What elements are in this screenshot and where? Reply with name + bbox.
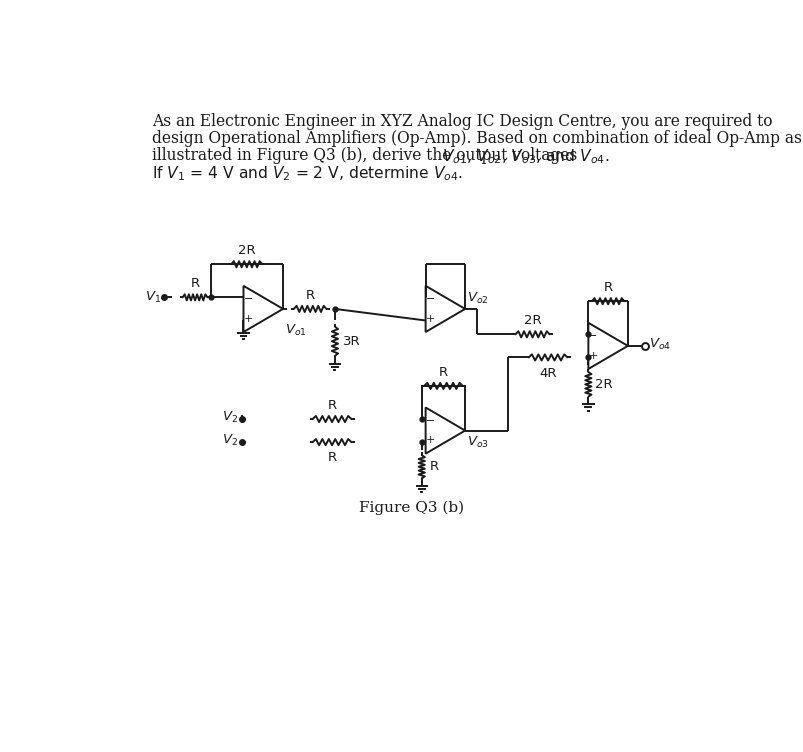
Text: −: − [588, 331, 597, 341]
Text: 3R: 3R [342, 335, 360, 347]
Text: $V_2$: $V_2$ [222, 410, 238, 425]
Text: +: + [425, 314, 434, 323]
Text: 2R: 2R [594, 378, 612, 391]
Text: $V_1$: $V_1$ [145, 290, 161, 305]
Text: −: − [243, 294, 252, 305]
Text: design Operational Amplifiers (Op-Amp). Based on combination of ideal Op-Amp as: design Operational Amplifiers (Op-Amp). … [153, 130, 801, 147]
Text: −: − [425, 294, 434, 305]
Text: $V_{o4}$: $V_{o4}$ [648, 337, 670, 352]
Text: R: R [327, 451, 336, 465]
Text: As an Electronic Engineer in XYZ Analog IC Design Centre, you are required to: As an Electronic Engineer in XYZ Analog … [153, 114, 772, 130]
Text: −: − [425, 416, 434, 426]
Text: 2R: 2R [523, 314, 540, 327]
Text: R: R [305, 289, 314, 302]
Text: R: R [603, 281, 612, 294]
Text: Figure Q3 (b): Figure Q3 (b) [359, 500, 464, 515]
Text: illustrated in Figure Q3 (b), derive the output voltages: illustrated in Figure Q3 (b), derive the… [153, 147, 582, 164]
Text: +: + [588, 350, 597, 360]
Text: 2R: 2R [238, 244, 255, 257]
Text: +: + [425, 435, 434, 445]
Text: $V_{o3}$: $V_{o3}$ [466, 435, 488, 450]
Text: +: + [243, 314, 252, 323]
Text: If $V_1$ = 4 V and $V_2$ = 2 V, determine $V_{o4}$.: If $V_1$ = 4 V and $V_2$ = 2 V, determin… [153, 164, 463, 183]
Text: R: R [438, 366, 447, 379]
Text: $V_{o1}$, $V_{o2}$, $V_{o3}$, and $V_{o4}$.: $V_{o1}$, $V_{o2}$, $V_{o3}$, and $V_{o4… [442, 147, 609, 166]
Text: R: R [429, 460, 438, 473]
Text: R: R [327, 399, 336, 412]
Text: 4R: 4R [539, 367, 556, 380]
Text: $V_2$: $V_2$ [222, 433, 238, 448]
Text: $V_{o2}$: $V_{o2}$ [466, 291, 487, 306]
Text: R: R [190, 277, 199, 290]
Text: $V_{o1}$: $V_{o1}$ [284, 323, 306, 338]
